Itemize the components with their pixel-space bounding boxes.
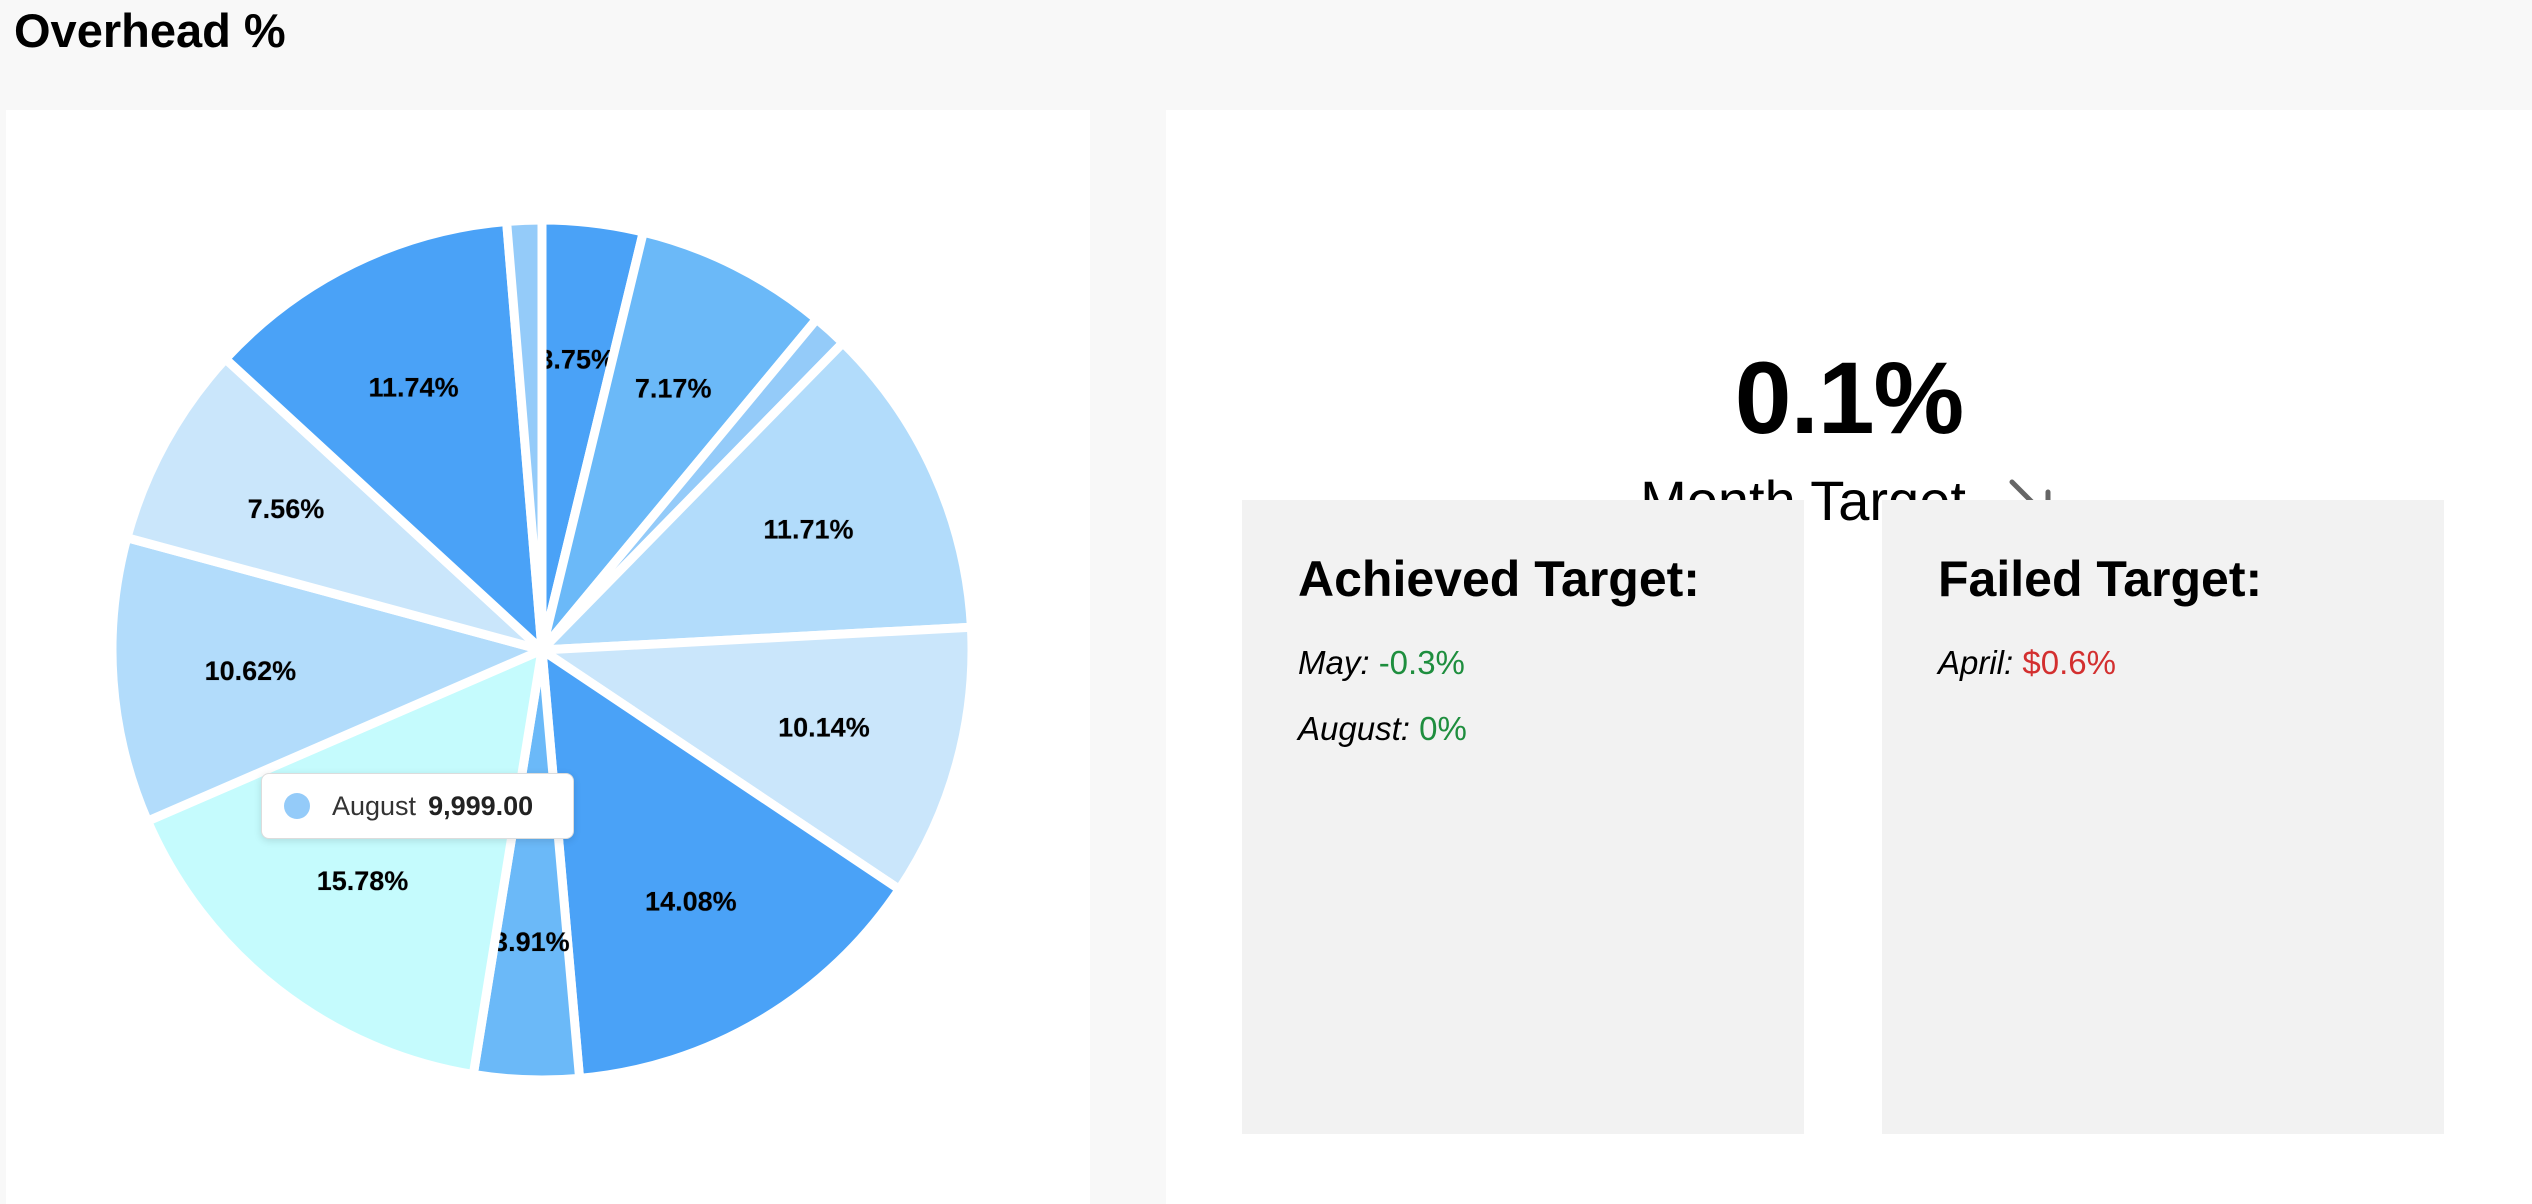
pie-slice[interactable] [537,338,976,655]
failed-entry: April: $0.6% [1938,644,2444,682]
pie-slice[interactable] [537,645,904,1083]
pie-slice-label: 14.08% [645,887,737,917]
pie-slice[interactable] [122,354,547,655]
pie-slice[interactable] [502,215,547,655]
pie-slice[interactable] [537,622,977,894]
entry-value: -0.3% [1378,644,1465,681]
tooltip-value: 9,999.00 [428,790,534,821]
failed-target-title: Failed Target: [1938,551,2263,607]
achieved-entry: May: -0.3% [1298,644,1804,682]
month-target-card: 0.1% Month Target Achieved Target: May: … [1166,110,2532,1204]
pie-slice[interactable] [221,216,547,655]
failed-target-box: Failed Target: April: $0.6% [1882,500,2444,1134]
pie-slice-label: 11.74% [369,372,459,402]
entry-value: 0% [1419,710,1467,747]
tooltip-color-dot [284,793,310,819]
pie-slice[interactable] [107,533,547,826]
entry-month: May: [1298,644,1370,681]
pie-slice-label: 7.17% [635,374,712,404]
tooltip-label: August [332,790,417,821]
entry-month: August: [1298,710,1410,747]
achieved-entry: August: 0% [1298,710,1804,748]
pie-slice-label: 3.75% [538,345,615,375]
pie-slice[interactable] [143,645,547,1079]
overhead-pie-chart: 3.75% 7.17% 11.71% 10.14% 14.08% 3.91% 15.78% 1… [107,215,977,1085]
chart-tooltip: August 9,999.00 [261,773,574,839]
pie-slice-label: 10.62% [205,656,297,686]
pie-slice-label: 7.56% [248,494,325,524]
pie-slice-label: 11.71% [763,515,853,545]
entry-value: $0.6% [2022,644,2116,681]
entry-month: April: [1938,644,2014,681]
page-title: Overhead % [14,4,286,57]
achieved-target-title: Achieved Target: [1298,551,1700,607]
pie-slice-label: 15.78% [317,866,409,896]
target-value: 0.1% [1734,341,1965,455]
pie-slice-label: 10.14% [778,713,870,743]
pie-slice-label: 3.91% [493,927,570,957]
overhead-pie-card: 3.75% 7.17% 11.71% 10.14% 14.08% 3.91% 15.78% 1… [6,110,1090,1204]
achieved-target-box: Achieved Target: May: -0.3% August: 0% [1242,500,1804,1134]
pie-slice[interactable] [537,227,822,655]
